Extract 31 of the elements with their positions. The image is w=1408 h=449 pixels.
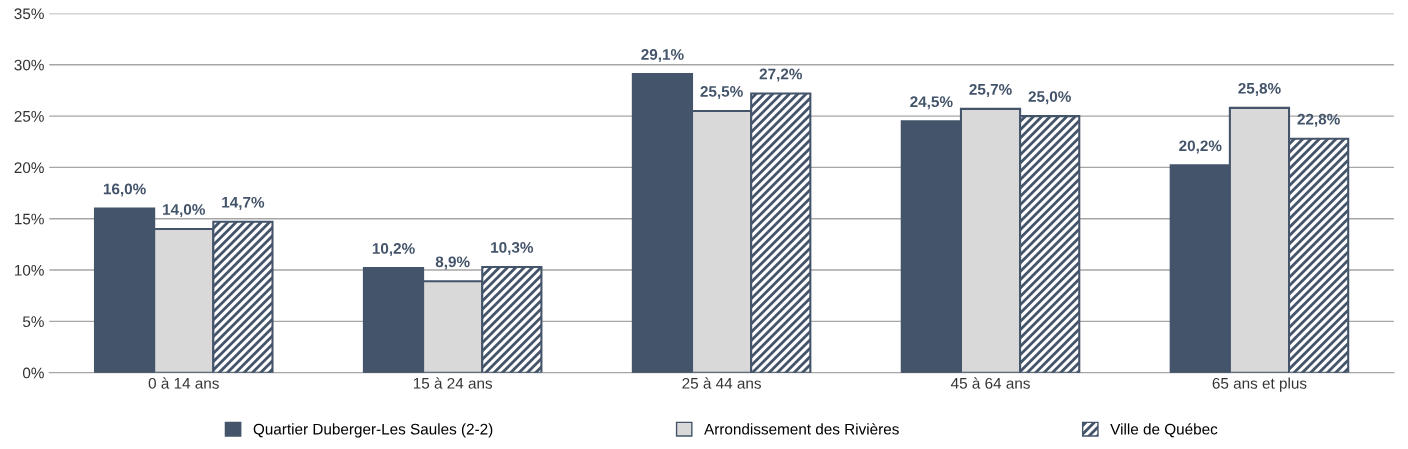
legend-label: Arrondissement des Rivières — [704, 423, 899, 435]
data-label: 14,7% — [222, 196, 265, 210]
data-label: 27,2% — [759, 68, 803, 82]
data-label: 25,7% — [969, 83, 1012, 97]
y-tick-label: 35% — [14, 8, 44, 20]
legend-label: Ville de Québec — [1110, 423, 1218, 438]
y-tick-label: 0% — [22, 367, 44, 379]
data-label: 22,8% — [1297, 113, 1340, 127]
data-label: 25,0% — [1028, 91, 1071, 105]
x-tick-label: 45 à 64 ans — [950, 377, 1030, 389]
x-tick-label: 15 à 24 ans — [413, 377, 493, 389]
data-label: 16,0% — [103, 183, 146, 197]
data-label: 8,9% — [435, 256, 470, 270]
data-label: 20,2% — [1179, 140, 1222, 154]
data-label: 10,2% — [372, 243, 415, 257]
data-label: 25,5% — [700, 86, 743, 100]
y-tick-label: 5% — [22, 316, 44, 328]
data-label: 29,1% — [641, 49, 684, 63]
data-label: 14,0% — [163, 204, 205, 218]
y-tick-label: 20% — [14, 162, 44, 174]
legend-label: Quartier Duberger-Les Saules (2-2) — [253, 423, 493, 438]
y-tick-label: 25% — [14, 110, 44, 122]
y-tick-label: 30% — [14, 59, 44, 71]
x-tick-label: 65 ans et plus — [1212, 377, 1307, 392]
data-label: 10,3% — [491, 242, 534, 256]
data-label: 24,5% — [910, 96, 953, 110]
y-tick-label: 10% — [15, 264, 44, 276]
x-tick-label: 25 à 44 ans — [682, 377, 761, 389]
data-label: 25,8% — [1238, 82, 1281, 96]
x-tick-label: 0 à 14 ans — [148, 377, 219, 389]
y-tick-label: 15% — [15, 213, 44, 225]
